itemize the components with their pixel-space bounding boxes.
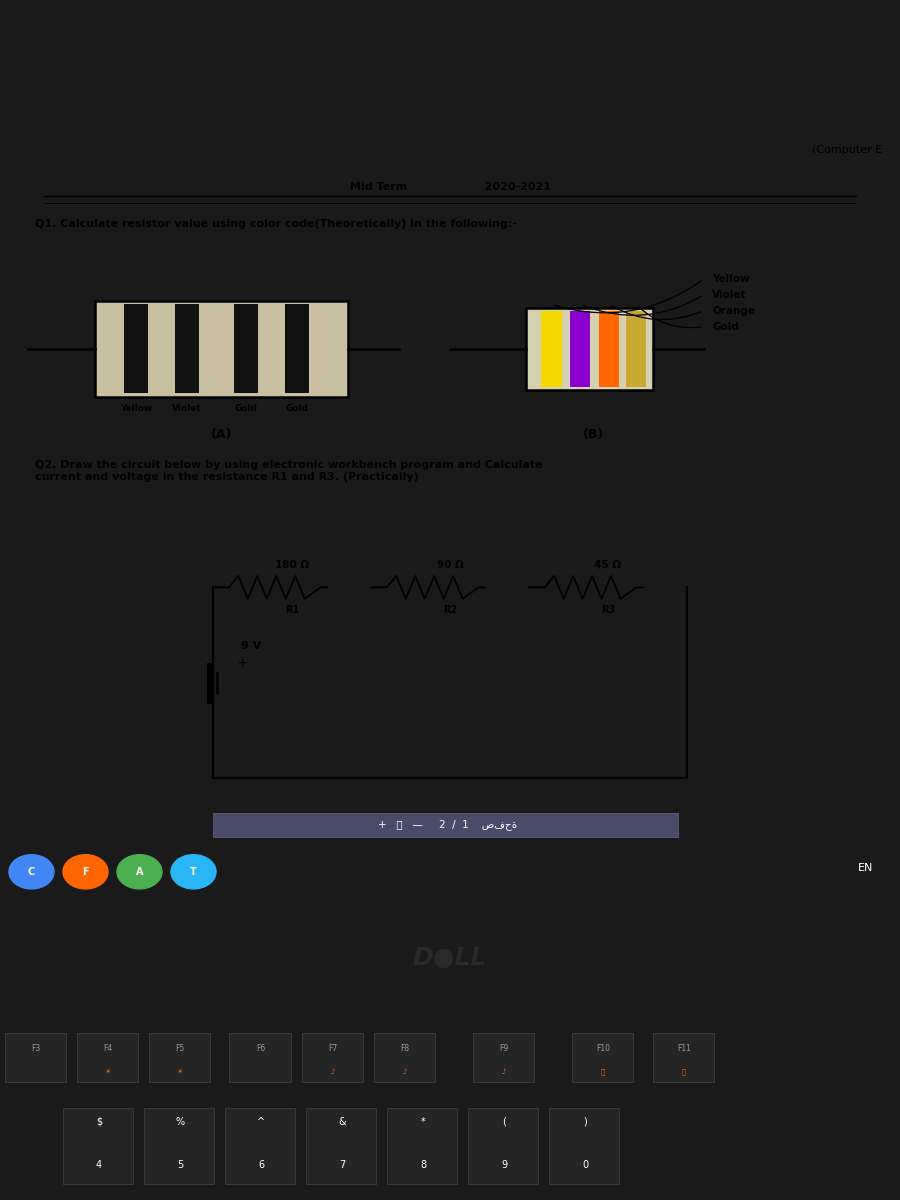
Text: 180 Ω: 180 Ω <box>275 559 309 570</box>
Text: (B): (B) <box>583 428 605 442</box>
Text: F11: F11 <box>677 1044 691 1052</box>
Bar <box>542 311 562 388</box>
Bar <box>387 1109 457 1184</box>
Bar <box>144 1109 214 1184</box>
Text: Violet: Violet <box>172 404 202 413</box>
Text: Q1. Calculate resistor value using color code(Theoretically) in the following:-: Q1. Calculate resistor value using color… <box>35 218 517 228</box>
Text: R1: R1 <box>285 605 299 616</box>
Bar <box>76 1033 138 1081</box>
Text: Yellow: Yellow <box>120 404 152 413</box>
Text: Mid Term                    2020-2021: Mid Term 2020-2021 <box>349 181 551 192</box>
Text: ⏮: ⏮ <box>601 1068 605 1075</box>
Text: Orange: Orange <box>712 306 755 316</box>
Text: Gold: Gold <box>235 404 257 413</box>
Circle shape <box>63 854 108 889</box>
Text: (Computer E: (Computer E <box>812 145 882 155</box>
Text: T: T <box>190 866 197 877</box>
Text: C: C <box>28 866 35 877</box>
Text: 8: 8 <box>420 1160 426 1170</box>
Text: F10: F10 <box>596 1044 610 1052</box>
Text: 6: 6 <box>258 1160 264 1170</box>
Text: Gold: Gold <box>285 404 309 413</box>
Bar <box>549 1109 619 1184</box>
Text: F9: F9 <box>500 1044 508 1052</box>
Text: D●LL: D●LL <box>413 946 487 970</box>
Text: +   🔍   —     2  /  1    صفحة: + 🔍 — 2 / 1 صفحة <box>378 820 518 830</box>
Text: ♪: ♪ <box>501 1069 506 1075</box>
Bar <box>652 1033 714 1081</box>
Text: R3: R3 <box>601 605 615 616</box>
Text: (: ( <box>502 1117 506 1127</box>
Circle shape <box>9 854 54 889</box>
Bar <box>570 311 590 388</box>
Bar <box>225 1109 295 1184</box>
Bar <box>230 1033 291 1081</box>
Bar <box>306 1109 376 1184</box>
Text: &: & <box>338 1117 346 1127</box>
Bar <box>626 311 646 388</box>
Text: F5: F5 <box>176 1044 184 1052</box>
Text: 4: 4 <box>96 1160 102 1170</box>
Bar <box>94 301 348 396</box>
Text: F4: F4 <box>104 1044 112 1052</box>
Circle shape <box>117 854 162 889</box>
Bar <box>468 1109 538 1184</box>
Text: 7: 7 <box>339 1160 345 1170</box>
Text: ^: ^ <box>256 1117 266 1127</box>
Bar <box>526 307 653 390</box>
Text: ☀: ☀ <box>105 1069 111 1075</box>
Bar <box>302 1033 363 1081</box>
Text: ⏯: ⏯ <box>682 1068 686 1075</box>
Text: F6: F6 <box>256 1044 266 1052</box>
Text: EN: EN <box>858 863 873 874</box>
Bar <box>285 305 309 394</box>
Text: Gold: Gold <box>712 322 739 331</box>
Text: %: % <box>176 1117 184 1127</box>
Text: F3: F3 <box>32 1044 40 1052</box>
Bar <box>598 311 619 388</box>
Bar <box>63 1109 133 1184</box>
Text: ♪: ♪ <box>331 1069 335 1075</box>
Text: *: * <box>420 1117 426 1127</box>
Text: 5: 5 <box>177 1160 183 1170</box>
Text: ): ) <box>583 1117 587 1127</box>
Text: $: $ <box>96 1117 102 1127</box>
Text: Violet: Violet <box>712 290 747 300</box>
Bar <box>148 1033 210 1081</box>
Bar <box>472 1033 534 1081</box>
Bar <box>572 1033 633 1081</box>
Text: Yellow: Yellow <box>712 274 750 284</box>
Text: R2: R2 <box>443 605 457 616</box>
Bar <box>175 305 199 394</box>
Text: (A): (A) <box>211 428 232 442</box>
Text: ♪: ♪ <box>403 1069 407 1075</box>
Text: 9 V: 9 V <box>241 641 261 650</box>
Text: F7: F7 <box>328 1044 338 1052</box>
Text: A: A <box>136 866 143 877</box>
Bar <box>234 305 258 394</box>
Circle shape <box>171 854 216 889</box>
Text: 45 Ω: 45 Ω <box>594 559 621 570</box>
Text: ☀: ☀ <box>177 1069 183 1075</box>
Text: +: + <box>237 656 248 670</box>
Text: Q2. Draw the circuit below by using electronic workbench program and Calculate
c: Q2. Draw the circuit below by using elec… <box>35 460 543 481</box>
Bar <box>124 305 148 394</box>
Text: 9: 9 <box>501 1160 507 1170</box>
Text: F8: F8 <box>400 1044 410 1052</box>
Text: 90 Ω: 90 Ω <box>436 559 464 570</box>
Text: F: F <box>82 866 89 877</box>
Bar <box>374 1033 435 1081</box>
Text: 0: 0 <box>582 1160 588 1170</box>
Bar <box>213 814 679 838</box>
Bar <box>4 1033 66 1081</box>
